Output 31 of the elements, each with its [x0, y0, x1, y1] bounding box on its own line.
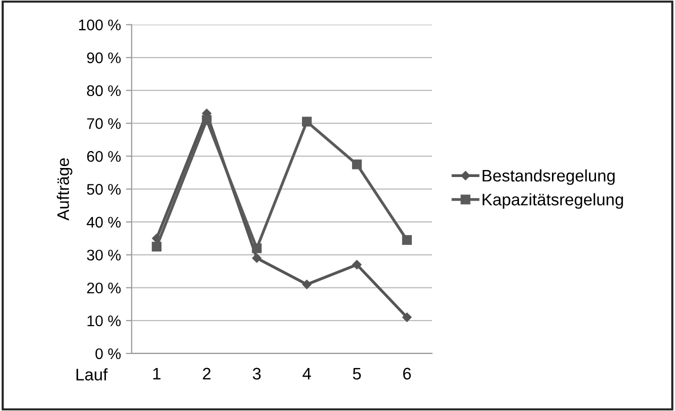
point: [402, 312, 412, 322]
y-tick-label: 0 %: [95, 348, 121, 360]
x-tick-label: 5: [352, 368, 361, 380]
x-tick-label: 3: [252, 368, 261, 380]
point: [302, 280, 312, 290]
x-tick-label: 6: [403, 368, 411, 380]
point: [302, 116, 312, 127]
y-tick-label: 50 %: [87, 184, 121, 195]
point: [252, 243, 262, 254]
y-tick-label: 30 %: [86, 250, 121, 261]
x-axis-title: Lauf: [76, 368, 108, 380]
legend-label: Bestandsregelung: [482, 169, 615, 185]
point: [402, 235, 412, 245]
x-tick-label: 2: [202, 368, 211, 380]
y-tick-label: 80 %: [87, 85, 121, 96]
y-axis-title: Aufträge: [56, 158, 72, 221]
y-tick-label: 40 %: [86, 216, 121, 228]
point: [352, 160, 362, 170]
y-tick-label: 20 %: [87, 282, 121, 294]
y-tick-label: 70 %: [87, 118, 121, 129]
y-tick-label: 90 %: [87, 52, 121, 64]
x-tick-label: 4: [302, 368, 311, 380]
y-tick-label: 10 %: [88, 315, 121, 326]
y-tick-label: 60 %: [87, 151, 121, 162]
point: [352, 260, 362, 270]
x-tick-label: 1: [153, 368, 160, 380]
point: [252, 253, 262, 263]
y-tick-label: 100 %: [79, 20, 121, 30]
legend-label: Kapazitätsregelung: [482, 193, 623, 209]
point: [152, 242, 162, 252]
point: [202, 115, 212, 125]
